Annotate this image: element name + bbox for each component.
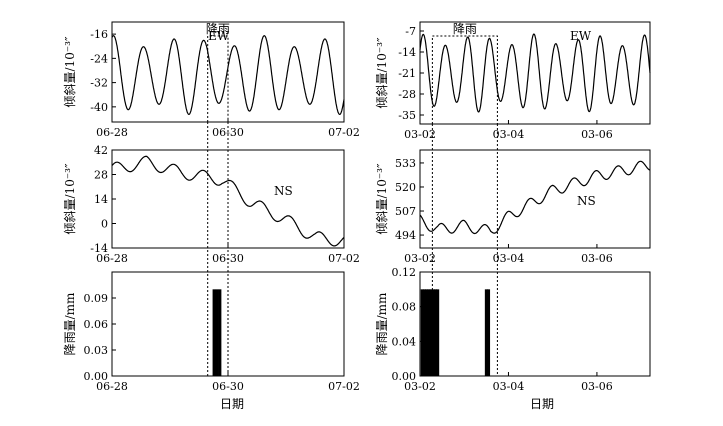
- right-ew-ytick-label: -35: [398, 109, 416, 122]
- left-rain-rain-bar: [212, 289, 216, 376]
- right-rain-ytick-label: 0.08: [392, 301, 417, 314]
- right-ew-rain-window-box: [431, 35, 498, 124]
- left-ns-ytick-label: 14: [94, 193, 108, 206]
- right-ew-ytick-label: -28: [398, 88, 416, 101]
- left-rain-ytick-label: 0.09: [84, 292, 109, 305]
- right-rain-rain-bar: [427, 289, 431, 376]
- right-rain-rain-bar: [422, 289, 426, 376]
- left-ew-xtick-label: 06-28: [96, 126, 128, 139]
- right-rain-ytick-label: 0.04: [392, 335, 417, 348]
- right-ew-ytick-label: -14: [398, 46, 416, 59]
- right-ns-ylabel: 倾斜量/10⁻³″: [375, 163, 389, 234]
- left-ew-ytick-label: -40: [90, 101, 108, 114]
- left-ew-ytick-label: -32: [90, 77, 108, 90]
- left-ns-ytick-label: 28: [94, 169, 108, 182]
- left-rain-ytick-label: 0.03: [84, 344, 109, 357]
- right-rain-rain-bar: [484, 289, 488, 376]
- left-rain-ytick-label: 0.06: [84, 318, 109, 331]
- left-ns-xtick-label: 07-02: [328, 252, 360, 265]
- left-ew-series-line: [111, 35, 345, 116]
- left-rain-ylabel: 降雨量/mm: [63, 292, 77, 355]
- right-rain-rain-bar: [487, 289, 491, 376]
- left-ew-xtick-label: 07-02: [328, 126, 360, 139]
- right-rain-rain-bar: [420, 289, 424, 376]
- right-ew-ytick-label: -21: [398, 67, 416, 80]
- right-ns-xtick-label: 03-06: [581, 252, 613, 265]
- right-ns-series-line: [419, 160, 651, 235]
- left-ew-ylabel: 倾斜量/10⁻³″: [63, 36, 77, 107]
- right-ew-ytick-label: -7: [405, 25, 416, 38]
- right-rain-rain-bar: [431, 289, 435, 376]
- right-ns-xtick-label: 03-04: [493, 252, 525, 265]
- right-rain-rain-bar: [425, 289, 429, 376]
- left-rain-xtick-label: 06-28: [96, 380, 128, 393]
- left-ns-ytick-label: 42: [94, 144, 108, 157]
- right-rain-rain-bar: [429, 289, 433, 376]
- left-rain-rain-bar: [215, 289, 219, 376]
- right-ew-xtick-label: 03-06: [581, 128, 613, 141]
- right-ns-ytick-label: 533: [395, 157, 416, 170]
- right-rain-rain-bar: [433, 289, 437, 376]
- right-ns-ytick-label: 520: [395, 181, 416, 194]
- left-rain-xtick-label: 07-02: [328, 380, 360, 393]
- right-ew-rain-window-label: 降雨: [453, 22, 477, 36]
- left-ns-ytick-label: 0: [101, 218, 108, 231]
- left-rain-xtick-label: 06-30: [212, 380, 244, 393]
- right-ew-series-label: EW: [570, 29, 592, 43]
- right-ns-ytick-label: 507: [395, 205, 416, 218]
- right-rain-ytick-label: 0.12: [392, 266, 417, 279]
- right-rain-ytick-label: 0.00: [392, 370, 417, 383]
- left-ns-ytick-label: -14: [90, 242, 108, 255]
- xlabel-left: 日期: [220, 397, 244, 411]
- left-ew-rain-window-box: [207, 35, 229, 122]
- left-ew-ytick-label: -24: [90, 52, 108, 65]
- left-rain-rain-bar: [218, 289, 222, 376]
- right-rain-rain-bar: [436, 289, 440, 376]
- left-rain-ytick-label: 0.00: [84, 370, 109, 383]
- right-ns-ytick-label: 494: [395, 229, 416, 242]
- right-ew-xtick-label: 03-04: [493, 128, 525, 141]
- right-ew-xtick-label: 03-02: [404, 128, 436, 141]
- right-ns-series-label: NS: [577, 194, 596, 208]
- left-ns-ylabel: 倾斜量/10⁻³″: [63, 163, 77, 234]
- right-rain-ylabel: 降雨量/mm: [375, 292, 389, 355]
- right-ns-xtick-label: 03-02: [404, 252, 436, 265]
- left-ew-series-label: EW: [208, 29, 230, 43]
- right-ew-ylabel: 倾斜量/10⁻³″: [375, 37, 389, 108]
- left-ns-xtick-label: 06-28: [96, 252, 128, 265]
- left-ew-ytick-label: -16: [90, 28, 108, 41]
- right-rain-xtick-label: 03-04: [493, 380, 525, 393]
- right-ew-series-line: [419, 33, 651, 113]
- xlabel-right: 日期: [530, 397, 554, 411]
- right-rain-xtick-label: 03-02: [404, 380, 436, 393]
- left-ns-series-label: NS: [274, 184, 293, 198]
- right-rain-xtick-label: 03-06: [581, 380, 613, 393]
- right-rain-frame: [419, 271, 651, 377]
- left-ns-xtick-label: 06-30: [212, 252, 244, 265]
- right-ns-frame: [419, 149, 651, 249]
- left-ew-rain-window-label: 降雨: [206, 22, 230, 36]
- left-ns-series-line: [111, 155, 345, 247]
- left-ew-xtick-label: 06-30: [212, 126, 244, 139]
